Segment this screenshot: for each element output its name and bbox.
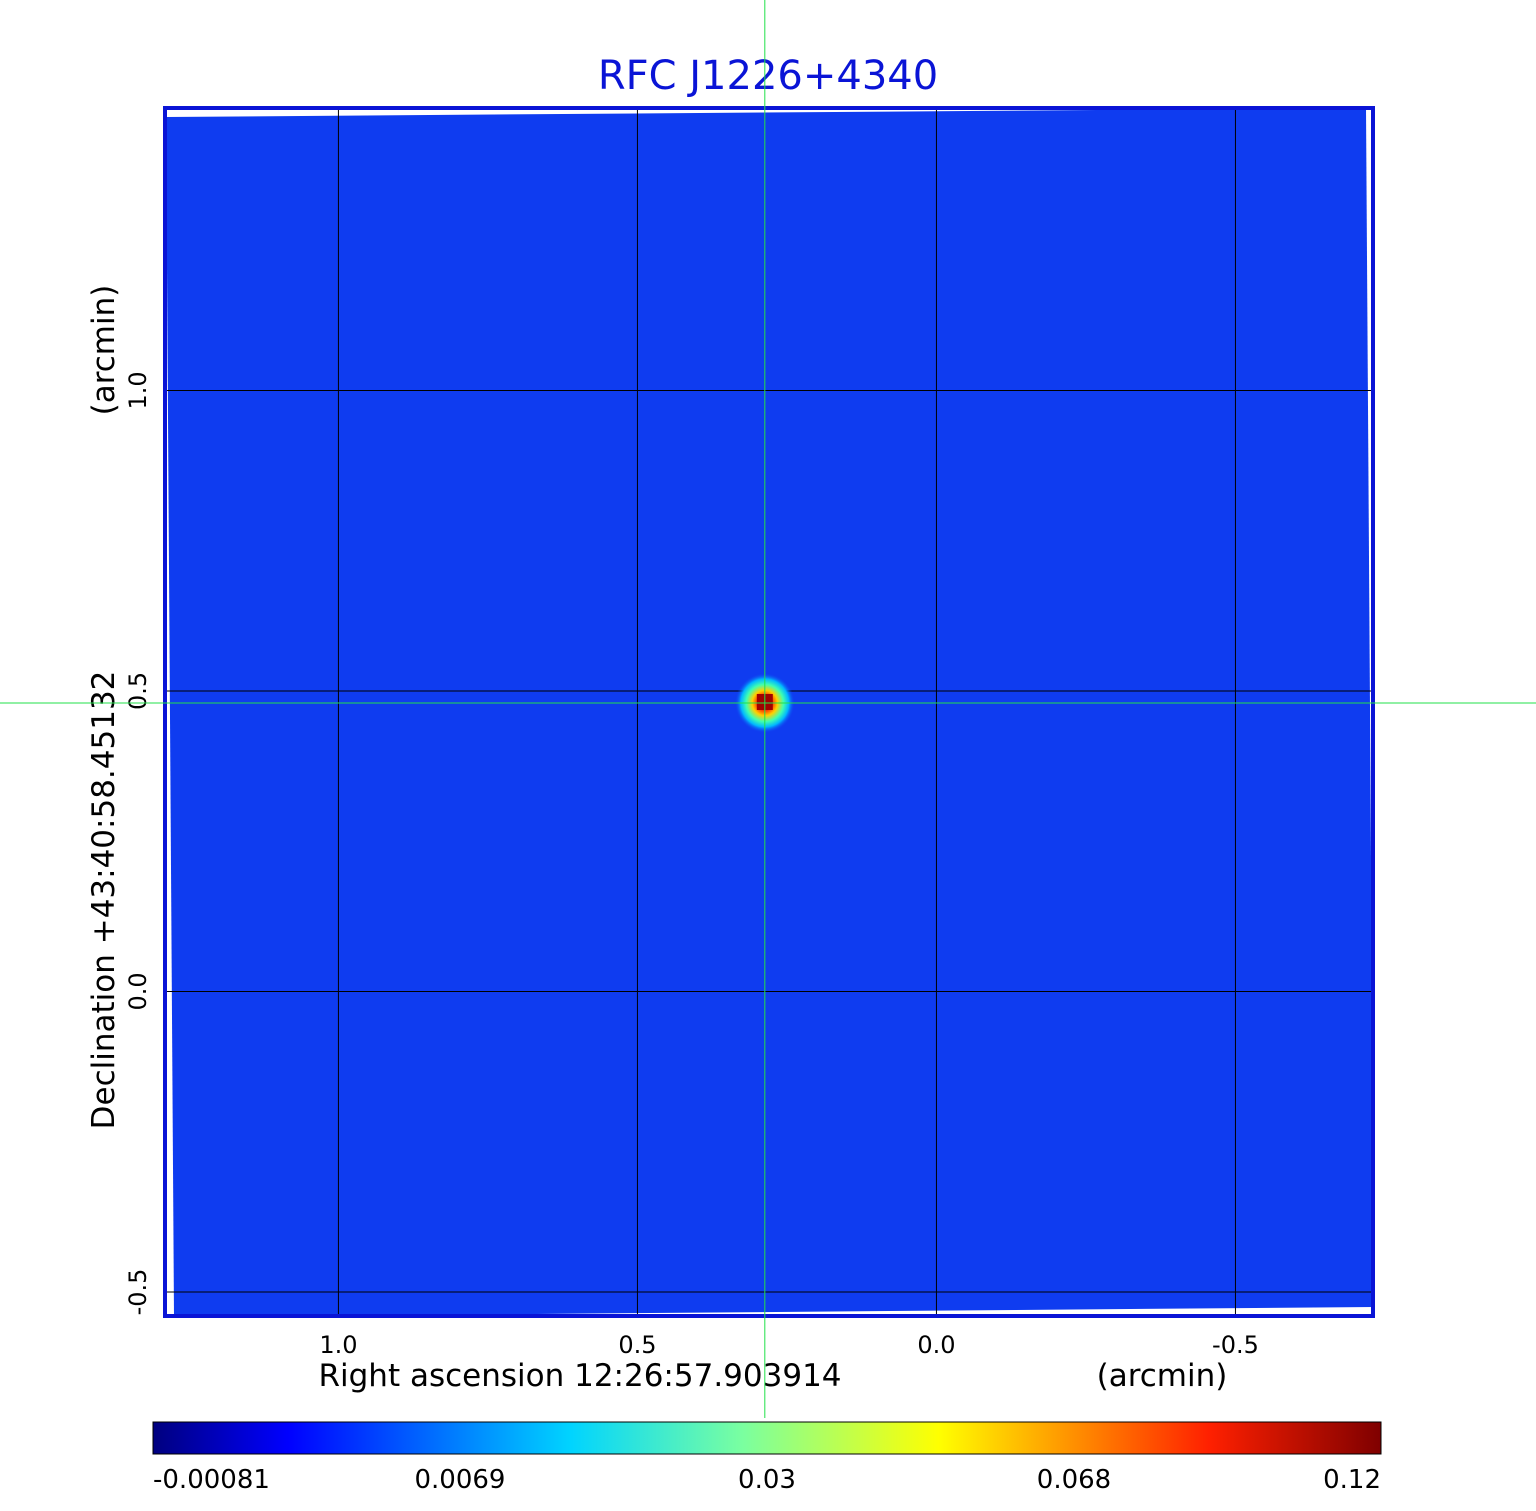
x-tick-label: -0.5 xyxy=(1212,1331,1259,1359)
y-tick-label: -0.5 xyxy=(124,1269,152,1316)
colorbar-label: 0.03 xyxy=(738,1465,796,1495)
x-axis-unit: (arcmin) xyxy=(1097,1358,1228,1394)
colorbar-labels: -0.00081 0.0069 0.03 0.068 0.12 xyxy=(153,1465,1381,1495)
x-tick-labels: 1.0 0.5 0.0 -0.5 xyxy=(319,1331,1259,1359)
x-axis-label: Right ascension 12:26:57.903914 xyxy=(318,1358,841,1394)
grid-lines xyxy=(165,108,1373,1316)
colorbar-label: 0.12 xyxy=(1323,1465,1381,1495)
colorbar xyxy=(152,1421,1382,1455)
y-tick-labels: 1.0 0.5 0.0 -0.5 xyxy=(124,371,152,1315)
y-tick-label: 0.5 xyxy=(124,672,152,710)
y-tick-label: 0.0 xyxy=(124,972,152,1010)
y-axis-label: Declination +43:40:58.45132 xyxy=(86,671,122,1130)
y-axis-unit: (arcmin) xyxy=(86,285,122,416)
x-tick-label: 0.5 xyxy=(618,1331,656,1359)
x-tick-label: 0.0 xyxy=(917,1331,955,1359)
plot-frame xyxy=(163,106,1375,1318)
y-tick-label: 1.0 xyxy=(124,371,152,409)
colorbar-label: -0.00081 xyxy=(153,1465,270,1495)
colorbar-label: 0.0069 xyxy=(415,1465,506,1495)
crosshair xyxy=(0,0,1536,1418)
colorbar-label: 0.068 xyxy=(1037,1465,1111,1495)
chart-title: RFC J1226+4340 xyxy=(598,53,938,99)
x-tick-label: 1.0 xyxy=(319,1331,357,1359)
